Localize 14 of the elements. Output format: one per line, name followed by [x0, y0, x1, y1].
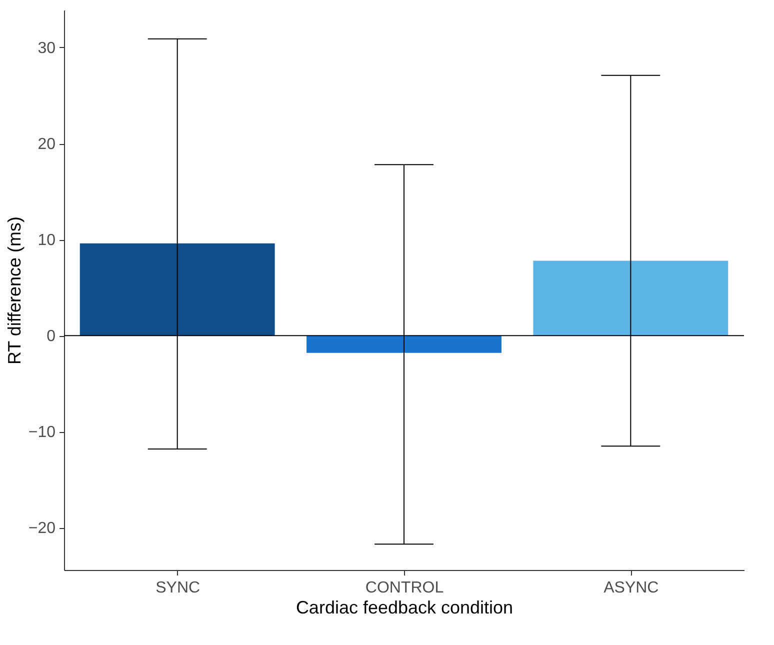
y-tick-label: 10: [38, 232, 56, 250]
x-tick-label: SYNC: [156, 580, 200, 596]
y-tick-label: 30: [38, 40, 56, 57]
y-tick-label: 20: [38, 136, 56, 154]
y-tick-label: 0: [46, 328, 56, 346]
bar: [306, 336, 502, 353]
bar: [80, 243, 275, 336]
y-tick-label: −10: [28, 424, 56, 442]
x-tick-label: CONTROL: [365, 580, 444, 596]
bar: [533, 260, 728, 336]
y-tick-label: −20: [28, 520, 56, 538]
y-axis-title: RT difference (ms): [4, 216, 24, 365]
x-axis-title: Cardiac feedback condition: [296, 598, 514, 618]
x-tick-label: ASYNC: [604, 580, 659, 596]
